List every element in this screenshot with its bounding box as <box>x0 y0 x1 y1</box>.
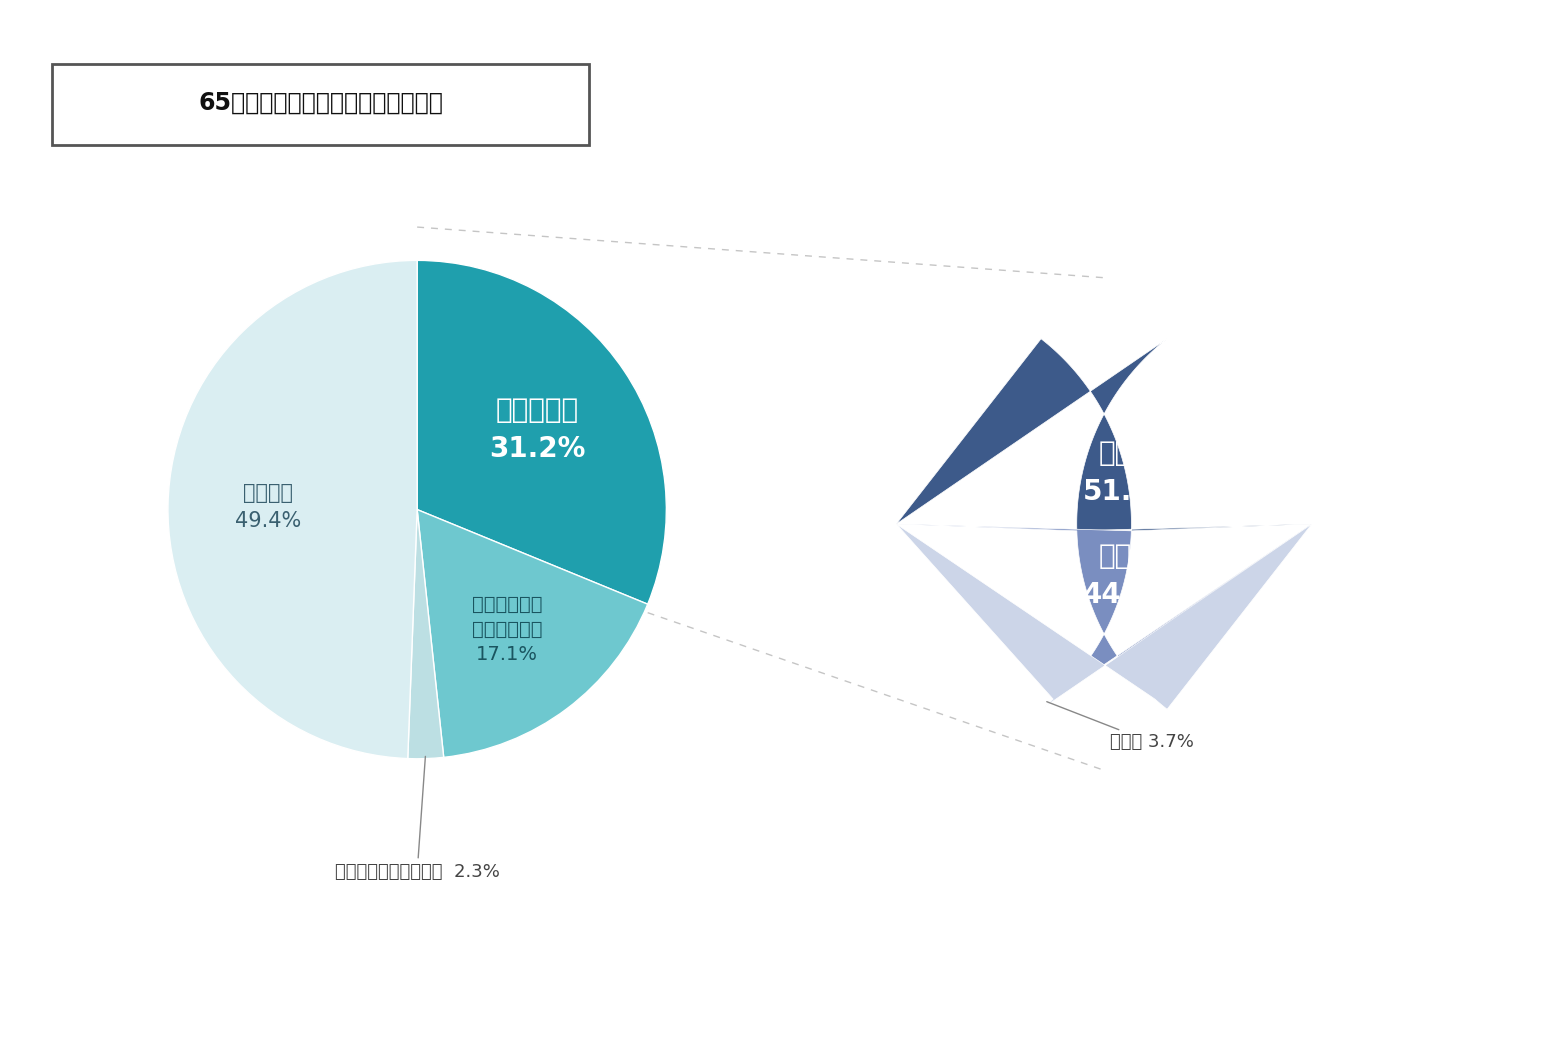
Text: 高齢者のみ
31.2%: 高齢者のみ 31.2% <box>490 395 586 462</box>
Text: 夫婦のみ
44.7%: 夫婦のみ 44.7% <box>1083 542 1180 609</box>
Wedge shape <box>408 509 443 759</box>
Text: その他 3.7%: その他 3.7% <box>1048 702 1194 751</box>
Polygon shape <box>896 524 1312 709</box>
Text: 含まない
49.4%: 含まない 49.4% <box>235 483 301 530</box>
Text: 単独世帯
51.6%: 単独世帯 51.6% <box>1083 438 1180 505</box>
Wedge shape <box>417 260 666 605</box>
Polygon shape <box>896 339 1312 531</box>
Text: 65歳以上の高齢者を含む世帯の割合: 65歳以上の高齢者を含む世帯の割合 <box>198 91 443 115</box>
Text: 高齢者を含む夫婦のみ  2.3%: 高齢者を含む夫婦のみ 2.3% <box>335 757 499 881</box>
FancyBboxPatch shape <box>53 64 589 146</box>
Wedge shape <box>168 260 417 759</box>
Wedge shape <box>417 509 647 758</box>
Polygon shape <box>896 524 1312 699</box>
Text: 高齢者を含む
その他の世帯
17.1%: 高齢者を含む その他の世帯 17.1% <box>471 594 542 663</box>
